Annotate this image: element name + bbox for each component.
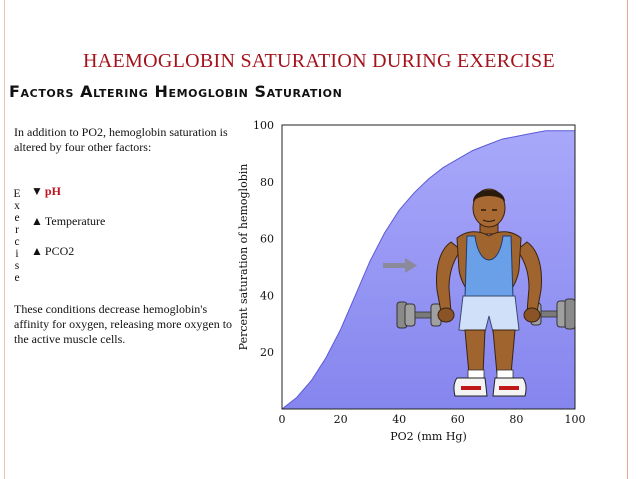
x-axis-label: PO2 (mm Hg) (390, 430, 467, 443)
up-arrow-icon: ▲ (31, 244, 43, 258)
exercise-letter: r (15, 224, 19, 236)
up-arrow-icon: ▲ (31, 214, 43, 228)
y-tick-label: 100 (253, 120, 274, 132)
factor-ph-label: pH (44, 184, 61, 198)
x-tick-label: 20 (334, 413, 348, 426)
exercise-letter: x (14, 200, 20, 212)
slide-right-edge-line (627, 0, 628, 479)
y-tick-label: 80 (260, 176, 274, 189)
x-tick-label: 60 (451, 413, 465, 426)
exercise-letter: e (14, 272, 20, 284)
slide-left-edge-line (4, 0, 5, 479)
saturation-chart: 20 40 60 80 100 0 20 40 60 80 100 Percent saturat… (237, 120, 586, 443)
factor-pco2-label: PCO2 (44, 244, 75, 258)
intro-text: In addition to PO2, hemoglobin saturatio… (14, 125, 228, 154)
exercise-letter: e (14, 212, 20, 224)
y-tick-label: 20 (260, 346, 274, 359)
x-tick-label: 40 (392, 413, 406, 426)
exercise-letter: s (14, 260, 20, 272)
x-tick-label: 100 (565, 413, 586, 426)
left-dumbbell-icon (396, 301, 442, 329)
y-tick-label: 40 (260, 289, 274, 302)
y-axis-label: Percent saturation of hemoglobin (237, 164, 250, 351)
plot-frame (281, 124, 576, 410)
exercising-man-illustration (396, 188, 576, 397)
down-arrow-icon: ▼ (31, 184, 43, 198)
x-tick-label: 80 (509, 413, 523, 426)
slide-title: HAEMOGLOBIN SATURATION DURING EXERCISE (83, 50, 555, 72)
slide-subtitle: Factors Altering Hemoglobin Saturation (9, 82, 343, 101)
factor-temperature-label: Temperature (44, 214, 106, 228)
factor-temperature: ▲ Temperature (31, 214, 105, 229)
exercise-letter: E (13, 188, 21, 200)
x-tick-label: 0 (279, 413, 286, 426)
factor-pco2: ▲ PCO2 (31, 244, 74, 259)
y-tick-label: 60 (260, 233, 274, 246)
exercise-letter: i (15, 248, 19, 260)
exercise-letter: c (14, 236, 20, 248)
factor-ph: ▼ pH (31, 184, 61, 199)
outro-text: These conditions decrease hemoglobin's a… (14, 302, 233, 346)
saturation-curve (281, 130, 575, 410)
x-axis-ticks: 0 20 40 60 80 100 (279, 413, 586, 426)
right-shift-arrow-icon (383, 258, 417, 273)
y-axis-ticks: 20 40 60 80 100 (253, 120, 274, 359)
